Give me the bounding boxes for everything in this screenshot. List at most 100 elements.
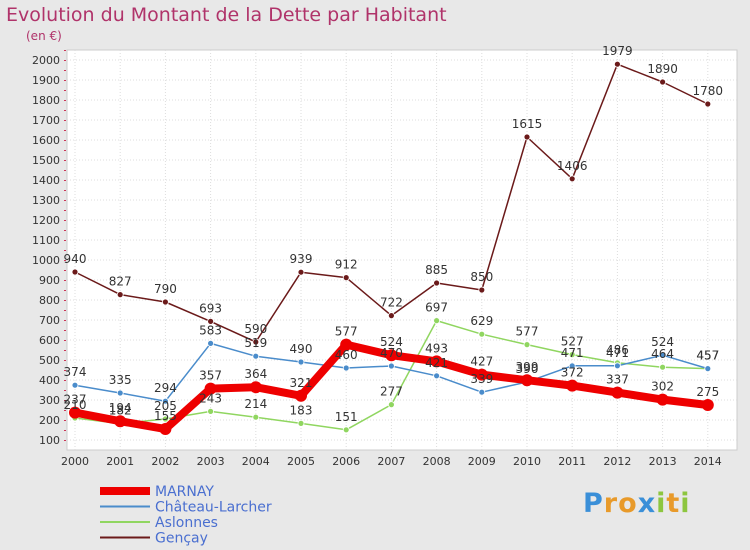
data-label: 722 (380, 296, 403, 310)
logo-letter: o (618, 488, 638, 519)
data-label: 490 (290, 342, 313, 356)
data-label: 243 (199, 391, 222, 405)
data-point (249, 381, 262, 394)
data-label: 940 (64, 252, 87, 266)
logo-letter: r (603, 488, 619, 519)
y-tick-label: 1900 (32, 74, 60, 87)
data-label: 493 (425, 341, 448, 355)
logo-letter: x (637, 488, 657, 519)
data-label: 790 (154, 282, 177, 296)
data-label: 527 (561, 335, 584, 349)
data-label: 850 (470, 270, 493, 284)
x-tick-label: 2013 (649, 455, 677, 468)
chart-title: Evolution du Montant de la Dette par Hab… (6, 4, 447, 26)
x-tick-label: 2014 (694, 455, 722, 468)
data-point (71, 381, 79, 389)
data-label: 583 (199, 323, 222, 337)
data-label: 457 (696, 349, 719, 363)
data-label: 374 (64, 365, 87, 379)
data-label: 457 (696, 349, 719, 363)
data-label: 464 (651, 347, 674, 361)
y-tick-label: 2000 (32, 54, 60, 67)
data-point (159, 423, 172, 435)
data-label: 390 (516, 362, 539, 376)
data-point (566, 379, 579, 392)
data-label: 524 (651, 335, 674, 349)
data-label: 302 (651, 380, 674, 394)
logo-letter: P (583, 488, 604, 519)
data-label: 372 (561, 366, 584, 380)
data-point (568, 362, 576, 370)
data-label: 275 (696, 385, 719, 399)
data-label: 486 (606, 343, 629, 357)
x-tick-label: 2005 (287, 455, 315, 468)
data-label: 421 (425, 356, 448, 370)
y-tick-label: 1400 (32, 174, 60, 187)
legend-label: MARNAY (155, 484, 214, 500)
data-point (342, 364, 350, 372)
y-tick-label: 300 (39, 394, 60, 407)
data-point (297, 268, 305, 276)
data-label: 182 (109, 404, 132, 418)
data-label: 939 (290, 252, 313, 266)
data-label: 590 (244, 322, 267, 336)
data-label: 1890 (647, 62, 678, 76)
data-label: 470 (380, 346, 403, 360)
data-point (659, 78, 666, 86)
data-label: 183 (290, 403, 313, 417)
y-tick-label: 1500 (32, 154, 60, 167)
data-point (69, 406, 81, 419)
y-tick-label: 100 (39, 434, 60, 447)
data-point (161, 397, 169, 405)
y-tick-label: 700 (39, 314, 60, 327)
data-point (207, 339, 215, 347)
data-point (297, 358, 305, 366)
data-label: 321 (290, 376, 313, 390)
data-point (207, 407, 215, 415)
data-label: 827 (109, 275, 132, 289)
x-tick-label: 2009 (468, 455, 496, 468)
logo-letter: t (666, 488, 681, 519)
data-label: 693 (199, 301, 222, 315)
x-tick-label: 2006 (332, 455, 360, 468)
data-point (207, 317, 215, 325)
y-tick-label: 500 (39, 354, 60, 367)
data-point (161, 415, 169, 423)
data-point (614, 60, 621, 68)
data-point (523, 133, 531, 141)
x-tick-label: 2011 (558, 455, 586, 468)
data-point (478, 388, 486, 396)
x-tick-label: 2001 (106, 455, 134, 468)
y-tick-label: 1100 (32, 234, 60, 247)
data-point (114, 415, 127, 428)
data-point (342, 426, 350, 434)
data-label: 697 (425, 301, 448, 315)
data-label: 294 (154, 381, 177, 395)
data-label: 399 (516, 360, 539, 374)
proxiti-logo: Proxiti (583, 488, 691, 519)
data-label: 427 (470, 355, 493, 369)
y-tick-label: 600 (39, 334, 60, 347)
data-point (475, 368, 488, 381)
logo-letter: i (656, 488, 667, 519)
data-label: 471 (561, 346, 584, 360)
data-label: 335 (109, 373, 132, 387)
data-point (387, 312, 395, 320)
y-tick-label: 200 (39, 414, 60, 427)
y-tick-label: 1600 (32, 134, 60, 147)
data-label: 337 (606, 373, 629, 387)
data-point (71, 268, 79, 276)
data-point (659, 363, 666, 371)
data-point (701, 399, 714, 411)
chart-unit: (en €) (26, 29, 62, 43)
data-label: 214 (244, 397, 267, 411)
data-point (568, 351, 576, 359)
data-label: 237 (64, 393, 87, 407)
data-point (387, 401, 395, 409)
data-label: 364 (244, 367, 267, 381)
y-tick-label: 1800 (32, 94, 60, 107)
data-label: 357 (199, 369, 222, 383)
x-tick-label: 2012 (603, 455, 631, 468)
